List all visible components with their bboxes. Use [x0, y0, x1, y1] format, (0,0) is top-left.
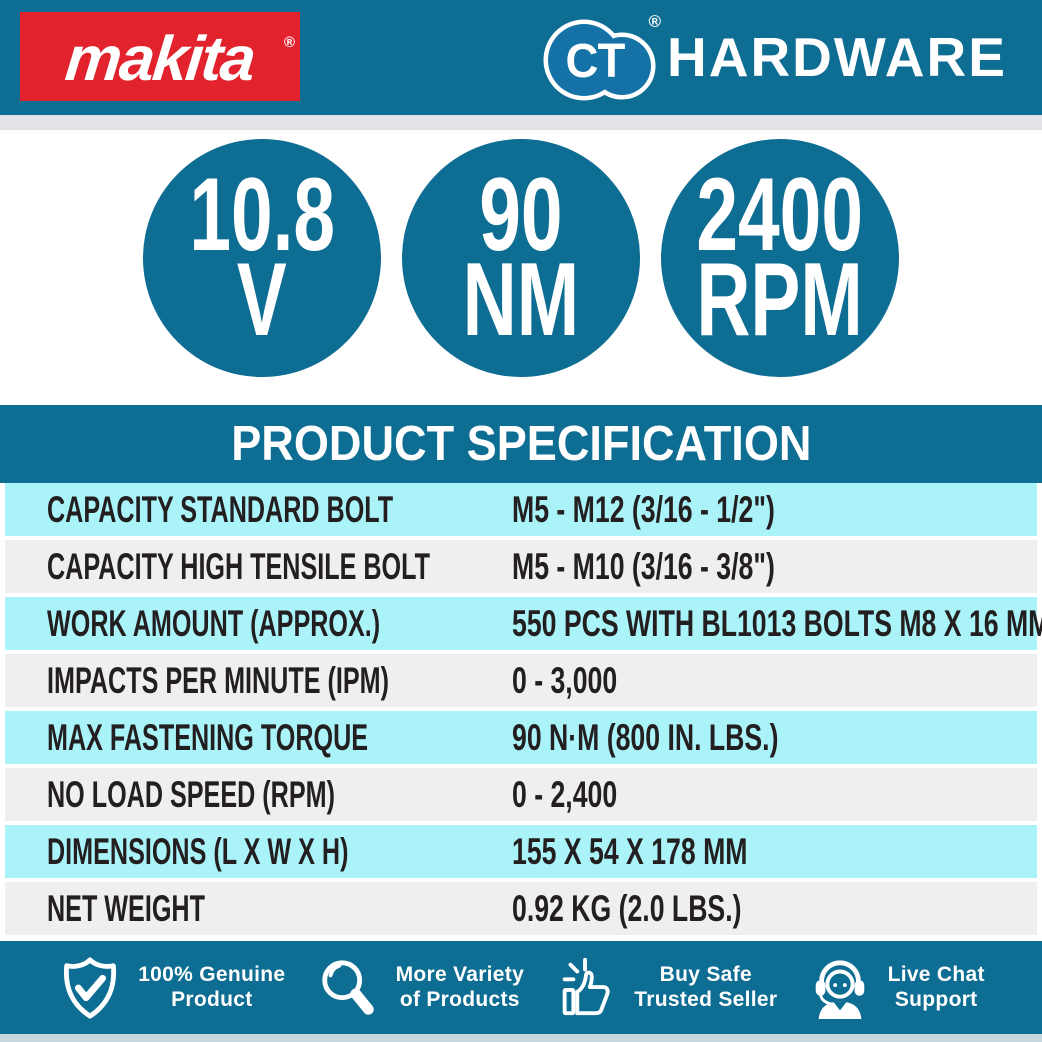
- badge-voltage-value: 10.8: [189, 156, 335, 273]
- spec-row-value: 0 - 3,000: [512, 659, 618, 701]
- table-row: CAPACITY HIGH TENSILE BOLT M5 - M10 (3/1…: [5, 540, 1037, 593]
- ct-cloud-icon: CT ®: [543, 10, 661, 106]
- spec-row-value: 155 X 54 X 178 MM: [512, 830, 748, 872]
- footer-trust-bar: 100% Genuine Product More Variety of Pro…: [0, 941, 1042, 1034]
- footer-item-trusted: Buy Safe Trusted Seller: [553, 955, 777, 1021]
- spec-row-value: M5 - M10 (3/16 - 3/8"): [512, 545, 775, 587]
- table-row: DIMENSIONS (L X W X H) 155 X 54 X 178 MM: [5, 825, 1037, 878]
- table-row: NO LOAD SPEED (RPM) 0 - 2,400: [5, 768, 1037, 821]
- badge-speed: 2400 RPM: [661, 139, 899, 377]
- badge-voltage-unit: V: [237, 242, 287, 358]
- thumbs-up-icon: [562, 957, 610, 1015]
- badge-torque-value: 90: [479, 156, 563, 273]
- ct-hardware-logo: CT ® HARDWARE: [543, 0, 1007, 115]
- spec-row-label: NET WEIGHT: [47, 887, 205, 929]
- makita-wordmark: makita: [62, 23, 258, 94]
- badge-voltage: 10.8 V: [143, 139, 381, 377]
- footer-line: Buy Safe: [659, 962, 752, 986]
- footer-line: More Variety: [395, 962, 525, 986]
- spec-row-value: 550 PCS WITH BL1013 BOLTS M8 X 16 MM: [512, 602, 1042, 644]
- badge-torque-unit: NM: [462, 242, 580, 358]
- shield-check-icon: [64, 956, 117, 1019]
- spec-row-value: M5 - M12 (3/16 - 1/2"): [512, 488, 775, 530]
- footer-line: Support: [894, 987, 978, 1011]
- header-shadow-strip: [0, 115, 1042, 130]
- ct-registered-mark: ®: [648, 11, 661, 31]
- spec-badges: 10.8 V 90 NM 2400 RPM: [0, 130, 1042, 405]
- footer-line: of Products: [399, 987, 520, 1011]
- spec-row-label: DIMENSIONS (L X W X H): [47, 830, 349, 872]
- spec-title: PRODUCT SPECIFICATION: [230, 417, 812, 471]
- footer-item-livechat: Live Chat Support: [807, 955, 985, 1021]
- footer-line: Live Chat: [887, 962, 985, 986]
- footer-line: Trusted Seller: [634, 987, 778, 1011]
- footer-item-text: Buy Safe Trusted Seller: [634, 963, 777, 1013]
- spec-row-value: 0 - 2,400: [512, 773, 618, 815]
- footer-item-text: Live Chat Support: [888, 963, 985, 1013]
- spec-row-label: CAPACITY STANDARD BOLT: [47, 488, 394, 530]
- spec-row-label: CAPACITY HIGH TENSILE BOLT: [47, 545, 431, 587]
- spec-title-bar: PRODUCT SPECIFICATION: [0, 405, 1042, 483]
- footer-item-genuine: 100% Genuine Product: [57, 955, 285, 1021]
- table-row: CAPACITY STANDARD BOLT M5 - M12 (3/16 - …: [5, 483, 1037, 536]
- badge-torque: 90 NM: [402, 139, 640, 377]
- ct-cloud-shape: [543, 19, 656, 100]
- spec-row-label: NO LOAD SPEED (RPM): [47, 773, 335, 815]
- makita-registered-mark: ®: [283, 34, 295, 51]
- header-bar: makita ® CT ® HARDWARE: [0, 0, 1042, 115]
- footer-line: 100% Genuine: [138, 962, 286, 986]
- ct-initials: CT: [565, 34, 626, 88]
- table-row: IMPACTS PER MINUTE (IPM) 0 - 3,000: [5, 654, 1037, 707]
- badge-speed-unit: RPM: [696, 242, 864, 358]
- table-row: WORK AMOUNT (APPROX.) 550 PCS WITH BL101…: [5, 597, 1042, 650]
- magnifier-icon: [321, 959, 374, 1015]
- hardware-wordmark: HARDWARE: [667, 25, 1007, 88]
- footer-item-text: 100% Genuine Product: [138, 963, 285, 1013]
- table-row: MAX FASTENING TORQUE 90 N·M (800 IN. LBS…: [5, 711, 1037, 764]
- spec-row-value: 90 N·M (800 IN. LBS.): [512, 716, 779, 758]
- spec-row-label: WORK AMOUNT (APPROX.): [47, 602, 381, 644]
- spec-row-label: IMPACTS PER MINUTE (IPM): [47, 659, 389, 701]
- footer-item-variety: More Variety of Products: [315, 955, 525, 1021]
- footer-line: Product: [171, 987, 253, 1011]
- makita-logo: makita ®: [20, 12, 300, 101]
- spec-row-value: 0.92 KG (2.0 LBS.): [512, 887, 742, 929]
- bottom-edge-strip: [0, 1034, 1042, 1042]
- spec-row-label: MAX FASTENING TORQUE: [47, 716, 369, 758]
- table-row: NET WEIGHT 0.92 KG (2.0 LBS.): [5, 882, 1037, 935]
- spec-table: CAPACITY STANDARD BOLT M5 - M12 (3/16 - …: [0, 483, 1042, 939]
- badge-speed-value: 2400: [696, 156, 864, 273]
- headset-agent-icon: [815, 959, 864, 1019]
- footer-item-text: More Variety of Products: [396, 963, 525, 1013]
